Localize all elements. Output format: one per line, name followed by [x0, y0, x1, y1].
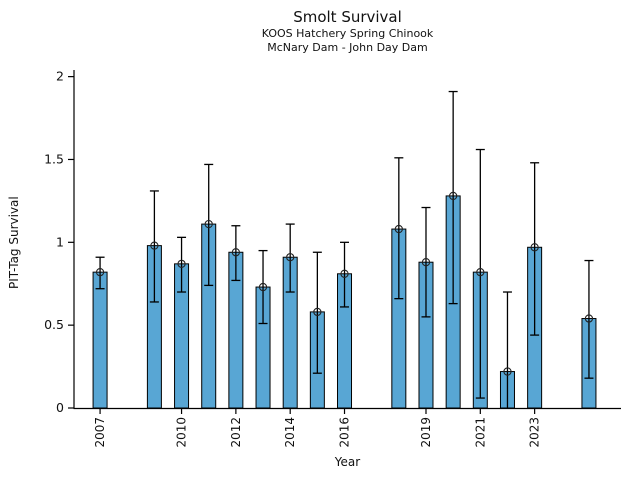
marker-2014: [286, 253, 295, 262]
y-tick-label: 0: [56, 400, 64, 415]
marker-2016: [340, 269, 349, 278]
marker-2015: [313, 307, 322, 317]
title-block: Smolt Survival KOOS Hatchery Spring Chin…: [74, 8, 621, 54]
marker-2018: [394, 224, 403, 234]
y-tick-label: 1: [56, 234, 64, 249]
marker-2023: [530, 243, 539, 252]
marker-2007: [95, 267, 105, 277]
marker-2020: [449, 191, 458, 201]
y-tick-label: 0.5: [44, 317, 64, 332]
x-tick-label: 2019: [419, 417, 433, 448]
x-tick-label: 2007: [93, 417, 107, 448]
y-tick-label: 1.5: [44, 151, 64, 166]
x-tick-label: 2016: [338, 417, 352, 448]
marker-2025: [584, 314, 594, 323]
chart-title: Smolt Survival: [293, 8, 402, 26]
x-axis-label: Year: [334, 455, 361, 469]
x-tick-label: 2021: [473, 417, 487, 448]
marker-2019: [421, 258, 431, 267]
x-tick-label: 2023: [528, 417, 542, 448]
marker-2009: [150, 241, 159, 250]
marker-2021: [476, 267, 485, 277]
marker-2011: [204, 219, 213, 229]
marker-2010: [177, 259, 186, 269]
x-tick-label: 2012: [229, 417, 243, 448]
x-tick-label: 2014: [283, 417, 297, 448]
bar-2007: [92, 271, 108, 409]
marker-2022: [503, 367, 512, 376]
marker-2012: [231, 248, 241, 257]
chart-subtitle-line1: KOOS Hatchery Spring Chinook: [261, 27, 434, 40]
chart-subtitle-line2: McNary Dam - John Day Dam: [267, 40, 428, 54]
y-tick-label: 2: [56, 69, 64, 84]
marker-2013: [258, 282, 268, 292]
x-tick-label: 2010: [175, 417, 189, 448]
